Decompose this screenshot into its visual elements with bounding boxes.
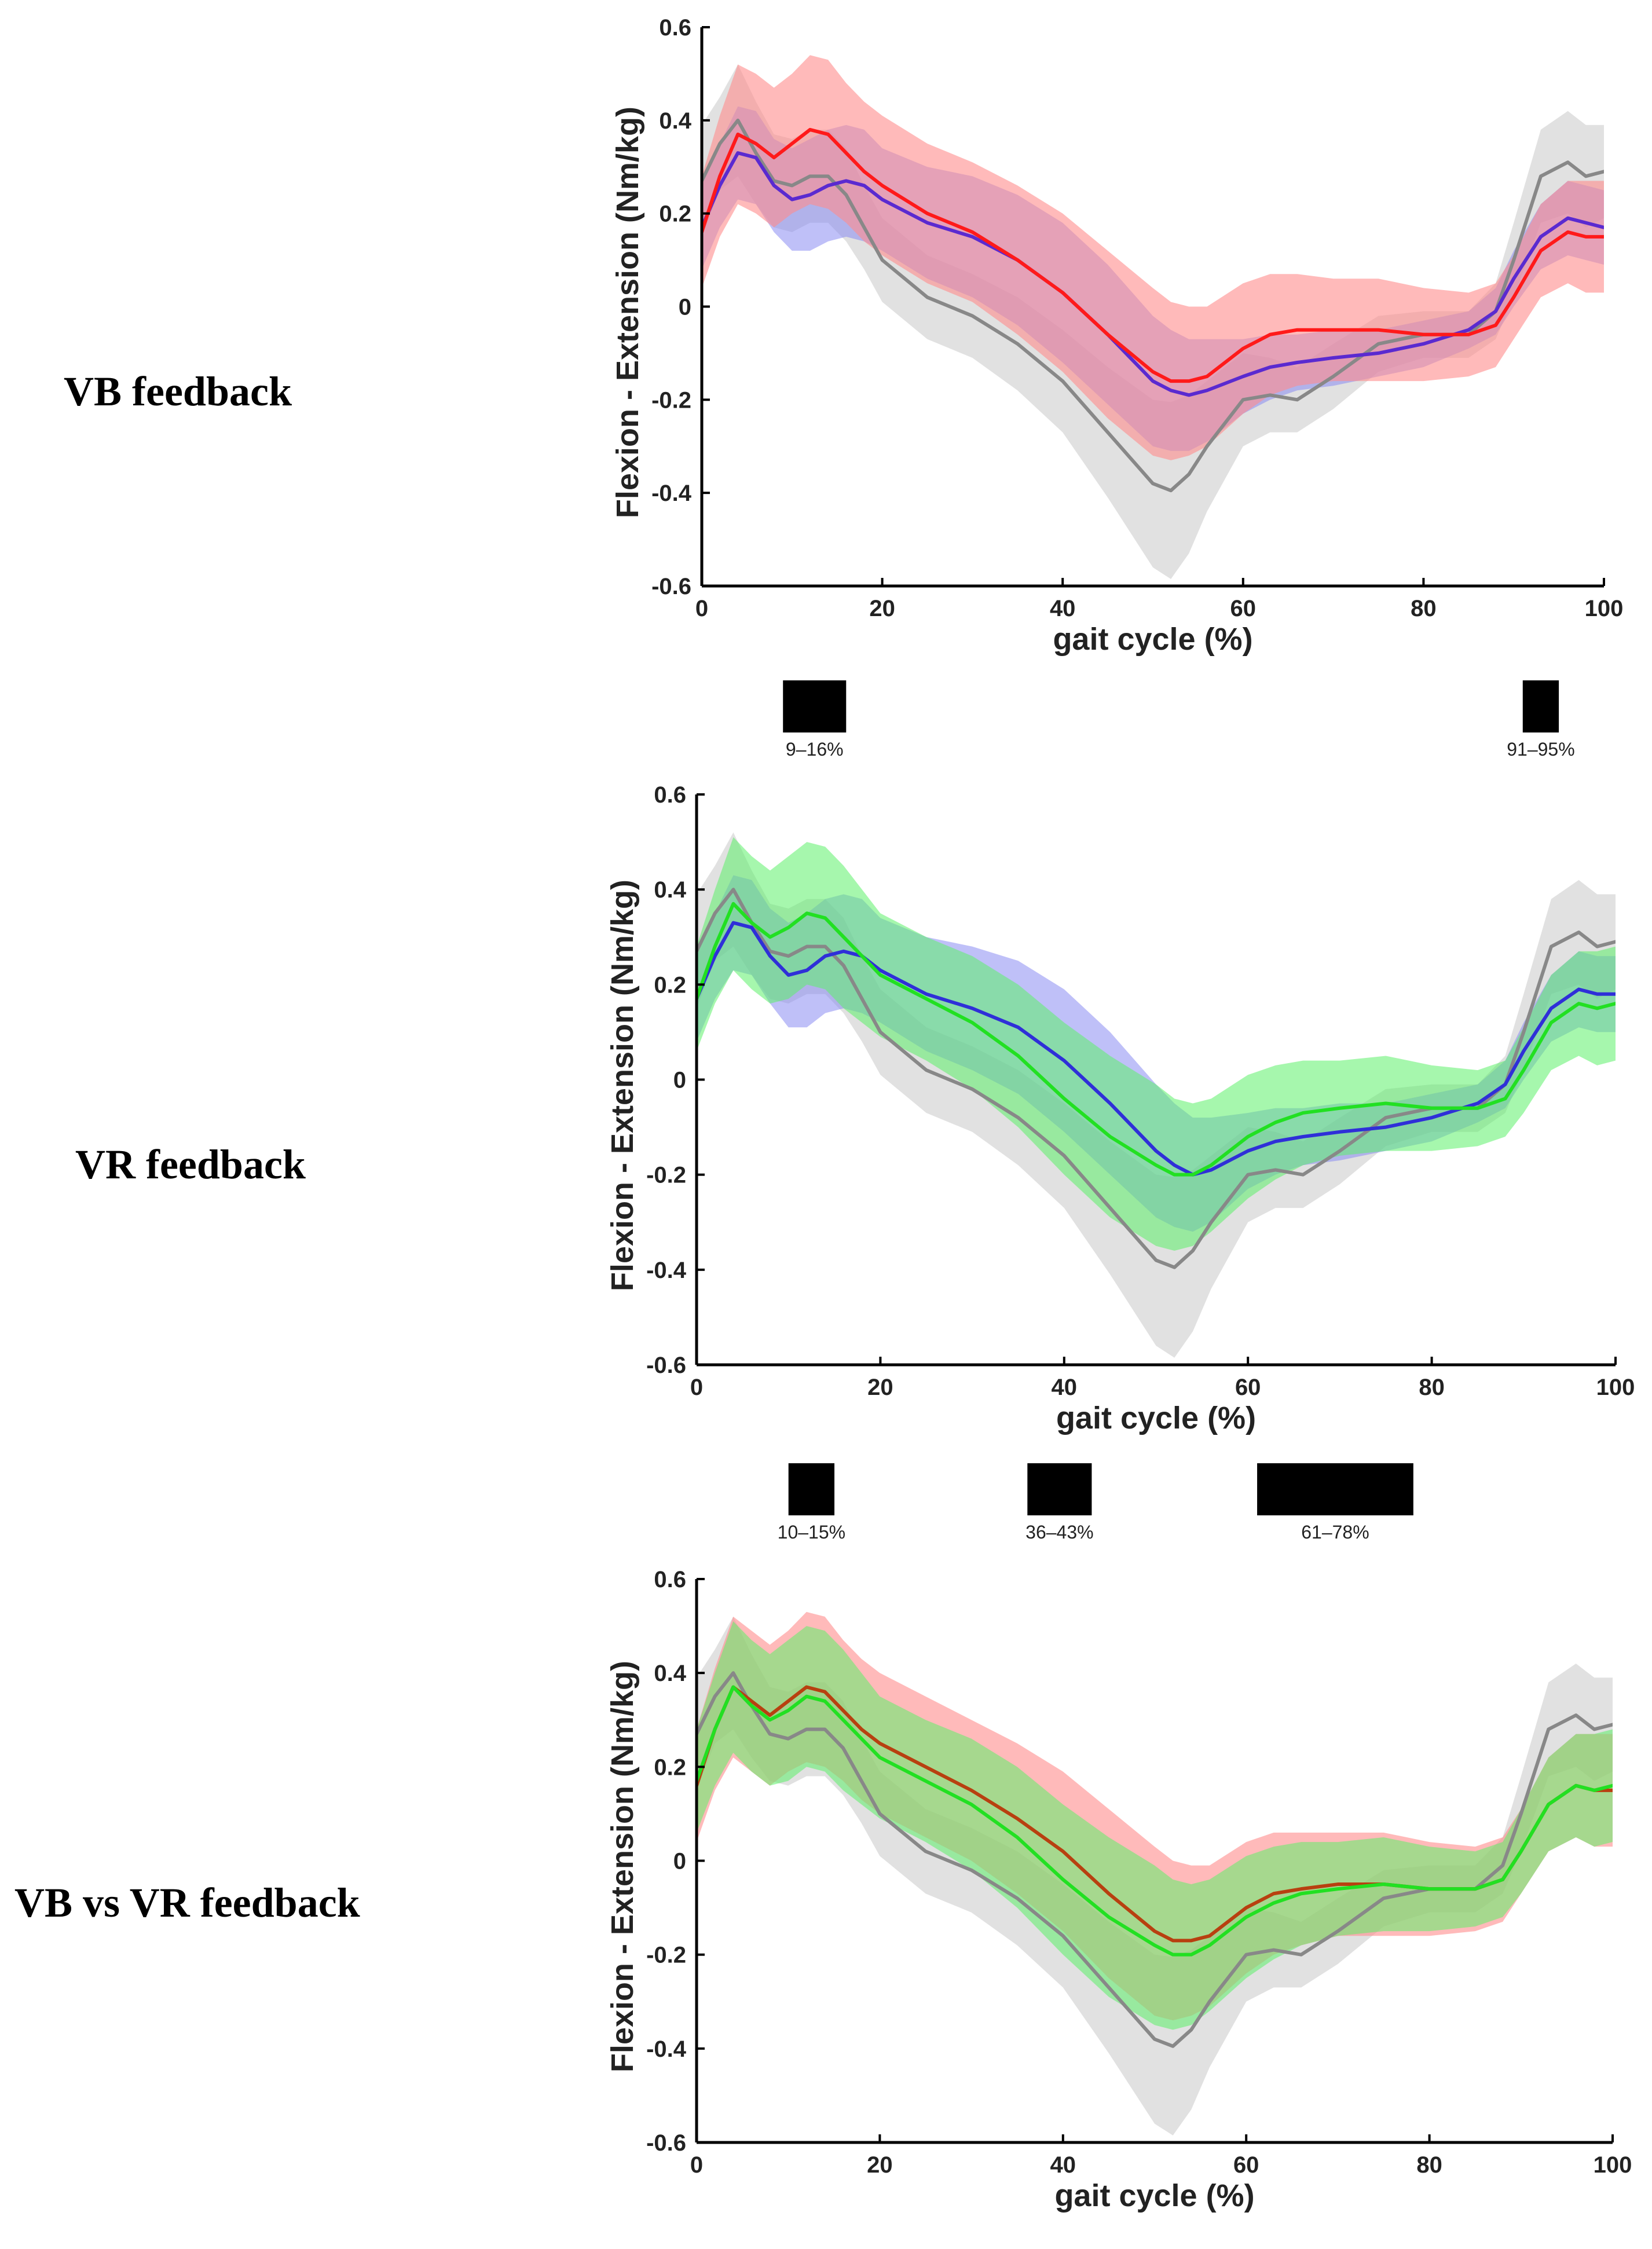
- x-tick-label: 60: [1235, 1375, 1261, 1400]
- x-tick-label: 20: [869, 596, 895, 621]
- plot-area: [702, 55, 1604, 579]
- y-tick-label: 0.4: [654, 877, 686, 903]
- y-axis-label: Flexion - Extension (Nm/kg): [605, 880, 640, 1291]
- row-label-vb: VB feedback: [64, 368, 292, 415]
- y-tick-label: -0.6: [651, 574, 691, 599]
- significance-label: 36–43%: [1025, 1522, 1093, 1543]
- significance-bar: [783, 680, 847, 732]
- x-tick-label: 40: [1050, 596, 1076, 621]
- x-tick-label: 100: [1596, 1375, 1635, 1400]
- significance-vr: 10–15% 36–43% 61–78%: [778, 1463, 1413, 1543]
- y-tick-label: 0: [673, 1068, 686, 1093]
- x-tick-label: 0: [690, 2152, 703, 2178]
- y-tick-label: -0.6: [646, 1353, 686, 1378]
- y-tick-label: 0: [679, 295, 691, 320]
- line-red-2: [702, 127, 1604, 383]
- y-tick-label: 0.2: [654, 972, 686, 998]
- x-tick-label: 0: [690, 1375, 703, 1400]
- significance-label: 9–16%: [786, 739, 844, 760]
- x-tick-label: 60: [1230, 596, 1257, 621]
- y-tick-label: -0.2: [646, 1943, 686, 1968]
- line-gray-0: [697, 1671, 1613, 2048]
- x-tick-label: 100: [1594, 2152, 1632, 2178]
- y-tick-label: -0.4: [651, 481, 692, 506]
- significance-label: 10–15%: [778, 1522, 845, 1543]
- y-tick-label: 0: [673, 1849, 686, 1874]
- x-tick-label: 80: [1419, 1375, 1445, 1400]
- x-tick-label: 20: [867, 1375, 893, 1400]
- y-tick-label: -0.6: [646, 2130, 686, 2156]
- line-green-2: [697, 1685, 1613, 1957]
- y-tick-label: 0.2: [654, 1754, 686, 1780]
- y-tick-label: -0.4: [646, 1258, 687, 1283]
- significance-label: 91–95%: [1507, 739, 1574, 760]
- line-blue-1: [702, 151, 1604, 397]
- y-tick-label: -0.4: [646, 2036, 687, 2062]
- y-tick-label: 0.4: [654, 1661, 686, 1686]
- x-tick-label: 80: [1411, 596, 1437, 621]
- y-axis-label: Flexion - Extension (Nm/kg): [605, 1661, 640, 2072]
- band-green-2: [697, 837, 1616, 1251]
- y-tick-label: 0.6: [654, 1567, 686, 1592]
- significance-label: 61–78%: [1301, 1522, 1369, 1543]
- x-axis-label: gait cycle (%): [1054, 2178, 1254, 2213]
- row-label-vr: VR feedback: [75, 1141, 306, 1188]
- x-axis-label: gait cycle (%): [1056, 1401, 1256, 1435]
- significance-bar: [788, 1463, 835, 1515]
- y-tick-label: 0.2: [659, 202, 691, 227]
- significance-bar: [1257, 1463, 1413, 1515]
- line-blue-1: [697, 921, 1616, 1177]
- plot-area: [697, 832, 1616, 1358]
- x-tick-label: 60: [1233, 2152, 1259, 2178]
- significance-bar: [1522, 680, 1559, 732]
- y-axis-label: Flexion - Extension (Nm/kg): [610, 107, 645, 518]
- x-tick-label: 0: [695, 596, 708, 621]
- x-tick-label: 100: [1585, 596, 1624, 621]
- y-tick-label: -0.2: [651, 387, 691, 413]
- x-tick-label: 80: [1416, 2152, 1442, 2178]
- row-label-vb-vs-vr: VB vs VR feedback: [14, 1880, 360, 1926]
- x-axis-label: gait cycle (%): [1053, 622, 1252, 657]
- line-green-2: [697, 902, 1616, 1177]
- band-red-2: [702, 55, 1604, 460]
- y-tick-label: 0.4: [659, 108, 691, 134]
- x-tick-label: 20: [867, 2152, 893, 2178]
- x-tick-label: 40: [1050, 2152, 1076, 2178]
- x-tick-label: 40: [1052, 1375, 1078, 1400]
- band-green-2: [697, 1621, 1613, 2030]
- significance-vb: 9–16% 91–95%: [783, 680, 1575, 760]
- significance-bar: [1027, 1463, 1092, 1515]
- y-tick-label: 0.6: [659, 15, 691, 41]
- plot-area: [697, 1611, 1613, 2136]
- y-tick-label: 0.6: [654, 782, 686, 808]
- y-tick-label: -0.2: [646, 1163, 686, 1188]
